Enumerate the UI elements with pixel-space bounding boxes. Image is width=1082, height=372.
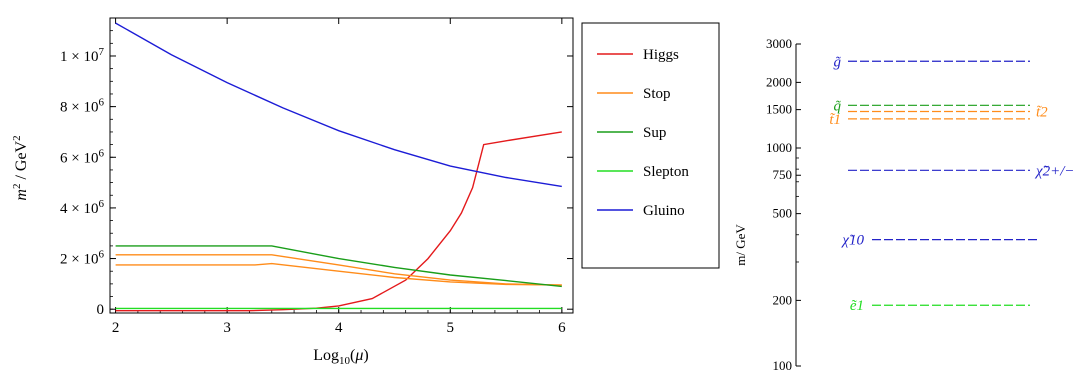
y-tick-label: 0 xyxy=(97,302,105,318)
legend-label-higgs: Higgs xyxy=(643,47,679,63)
series-line-gluino xyxy=(115,22,562,188)
x-ticks: 2 3 4 5 6 xyxy=(112,18,566,336)
mass-level-label: g̃ xyxy=(834,54,842,70)
series-group xyxy=(115,22,562,312)
legend-label-gluino: Gluino xyxy=(643,203,685,219)
mass-axis-label: m/ GeV xyxy=(733,224,748,266)
series-line-stop xyxy=(115,254,562,286)
mass-level-label: χ̃2+/− xyxy=(1034,163,1075,179)
legend-box xyxy=(581,22,720,269)
mass-level-label: t̃1 xyxy=(829,112,841,128)
x-tick-label: 3 xyxy=(223,320,231,336)
x-axis-label: Log10(μ) xyxy=(313,347,368,367)
x-tick-label: 2 xyxy=(112,320,120,336)
y-tick-label: 4 × 106 xyxy=(60,198,104,217)
mass-level-label: ẽ1 xyxy=(850,298,864,314)
mass-tick-label: 3000 xyxy=(766,36,792,51)
mass-level-label: χ̃10 xyxy=(840,233,864,249)
mass-tick-label: 1000 xyxy=(766,140,792,155)
legend-label-sup: Sup xyxy=(643,125,666,141)
mass-level-label: q̃ xyxy=(834,98,842,114)
legend-label-slepton: Slepton xyxy=(643,164,689,180)
x-tick-label: 6 xyxy=(558,320,566,336)
mass-tick-label: 1500 xyxy=(766,102,792,117)
legend-label-stop: Stop xyxy=(643,86,671,102)
y-tick-label: 6 × 106 xyxy=(60,147,104,166)
y-tick-label: 8 × 106 xyxy=(60,97,104,116)
mass-level-label: t̃2 xyxy=(1036,105,1048,121)
plot-frame xyxy=(109,17,574,314)
y-ticks: 0 2 × 106 4 × 106 6 × 106 8 × 106 1 × 107 xyxy=(60,30,573,318)
series-line-higgs xyxy=(115,131,562,312)
mass-levels: g̃ q̃ t̃2 t̃1 χ̃2+/− χ̃10 ẽ1 xyxy=(829,54,1074,314)
mass-tick-label: 2000 xyxy=(766,74,792,89)
series-line-sup xyxy=(115,245,562,288)
y-tick-label: 1 × 107 xyxy=(60,46,104,65)
x-tick-label: 4 xyxy=(335,320,343,336)
y-tick-label: 2 × 106 xyxy=(60,249,104,268)
mass-ticks: 100 200 500 750 1000 1500 2000 3000 xyxy=(766,36,801,372)
mass-tick-label: 100 xyxy=(773,358,793,372)
x-tick-label: 5 xyxy=(447,320,455,336)
series-line-stop xyxy=(115,262,562,286)
mass-tick-label: 750 xyxy=(773,167,793,182)
mass-tick-label: 500 xyxy=(773,206,793,221)
y-axis-label: m2 / GeV2 xyxy=(11,135,30,200)
mass-tick-label: 200 xyxy=(773,292,793,307)
legend: Higgs Stop Sup Slepton Gluino xyxy=(597,47,689,219)
